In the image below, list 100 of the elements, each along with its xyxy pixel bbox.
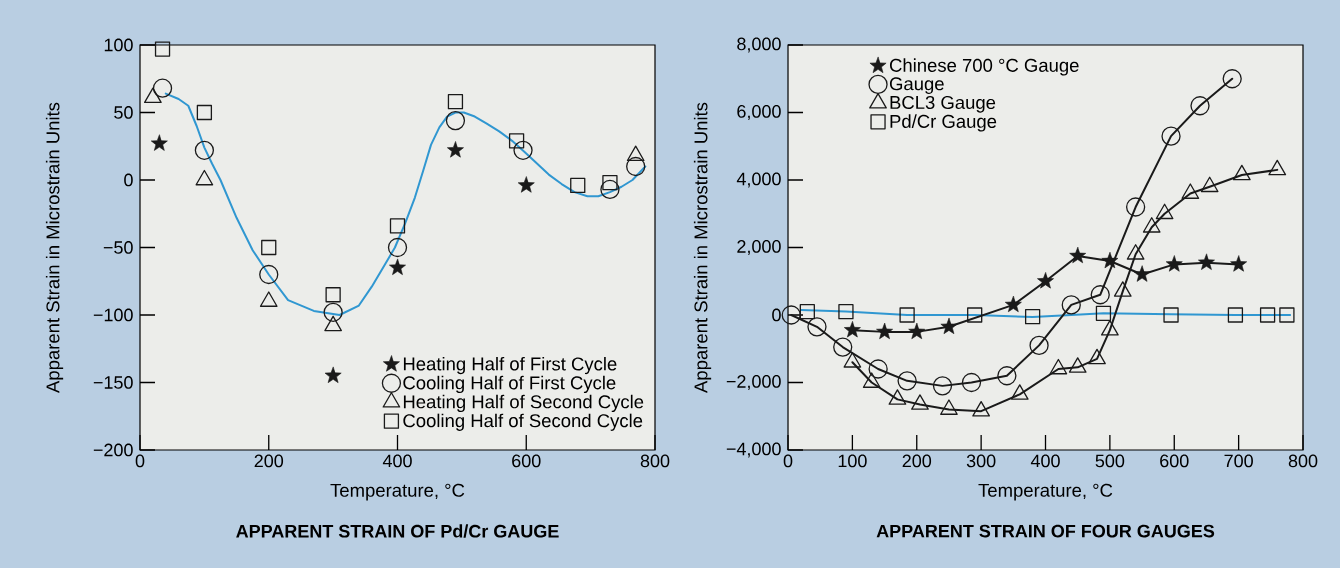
point: [876, 323, 893, 340]
point: [1010, 384, 1029, 400]
point: [1037, 272, 1054, 289]
y-tick-label: 8,000: [737, 37, 781, 53]
x-tick-label: 200: [254, 454, 284, 468]
y-tick-label: −100: [93, 308, 133, 322]
point: [626, 145, 645, 162]
point: [1190, 96, 1210, 116]
point: [152, 78, 173, 98]
point: [323, 302, 343, 322]
point: [911, 394, 929, 410]
point: [799, 303, 815, 320]
point: [961, 372, 982, 393]
point: [862, 372, 881, 388]
point: [1161, 126, 1181, 146]
y-tick-label: 2,000: [737, 240, 781, 255]
y-tick-label: −200: [93, 443, 133, 457]
point: [888, 389, 907, 405]
legend-label: BCL3 Gauge: [890, 95, 996, 113]
point: [259, 264, 279, 285]
point: [600, 179, 620, 200]
point: [1259, 307, 1276, 323]
x-axis-title: Temperature, °C: [330, 483, 465, 501]
line-series: [164, 92, 647, 316]
point: [781, 305, 801, 325]
y-tick-label: 4,000: [736, 172, 781, 188]
point: [1163, 307, 1179, 323]
point: [261, 239, 277, 256]
point: [1069, 247, 1087, 264]
x-tick-label: 600: [512, 454, 541, 468]
point: [1142, 217, 1161, 233]
point: [513, 140, 533, 160]
point: [1227, 307, 1244, 323]
point: [517, 176, 535, 193]
x-tick-label: 400: [1030, 454, 1060, 468]
y-axis-title: Apparent Strain in Microstrain Units: [693, 102, 712, 393]
point: [1181, 183, 1200, 199]
point: [1232, 164, 1251, 181]
point: [1126, 244, 1145, 260]
point: [833, 337, 853, 357]
point: [844, 321, 861, 338]
point: [1088, 348, 1106, 365]
point: [997, 366, 1017, 386]
point: [1095, 305, 1112, 321]
point: [1049, 358, 1068, 375]
point: [1090, 285, 1110, 305]
x-tick-label: 200: [902, 454, 932, 468]
x-tick-label: 800: [1288, 454, 1318, 468]
y-tick-label: −4,000: [726, 442, 781, 458]
x-tick-label: 0: [783, 454, 793, 468]
point: [838, 303, 854, 320]
x-tick-label: 600: [1160, 454, 1189, 468]
point: [1198, 253, 1215, 270]
line-series: [799, 308, 1292, 319]
legend-label: Gauge: [889, 77, 944, 94]
y-tick-label: 0: [124, 173, 133, 187]
point: [196, 104, 213, 121]
point: [1004, 296, 1022, 313]
x-tick-label: 300: [966, 454, 996, 468]
point: [1061, 295, 1081, 315]
x-tick-label: 0: [135, 454, 145, 468]
point: [1200, 176, 1219, 193]
point: [940, 318, 958, 334]
point: [1068, 357, 1087, 373]
point: [445, 110, 466, 131]
point: [1029, 335, 1049, 356]
legend-label: Chinese 700 °C Gauge: [889, 58, 1079, 76]
point: [325, 287, 341, 303]
point: [940, 399, 958, 415]
text: APPARENT STRAIN OF FOUR GAUGES: [876, 524, 1215, 538]
point: [1101, 320, 1119, 336]
x-axis-title: Temperature, °C: [978, 483, 1113, 501]
point: [259, 291, 278, 307]
point: [807, 317, 827, 337]
point: [1125, 197, 1146, 217]
point: [1101, 252, 1119, 269]
point: [389, 258, 406, 275]
legend-label: Pd/Cr Gauge: [890, 114, 997, 132]
x-tick-label: 700: [1224, 454, 1253, 468]
y-axis-title: Apparent Strain in Microstrain Units: [45, 102, 64, 393]
point: [1222, 69, 1242, 89]
text: APPARENT STRAIN OF Pd/Cr GAUGE: [236, 524, 559, 538]
point: [154, 41, 171, 57]
point: [508, 133, 525, 149]
point: [843, 352, 862, 368]
legend-label: Heating Half of Second Cycle: [403, 394, 644, 413]
x-tick-label: 400: [382, 454, 412, 468]
point: [899, 307, 915, 323]
point: [602, 175, 618, 191]
point: [387, 237, 408, 258]
point: [897, 371, 917, 391]
point: [570, 177, 586, 194]
point: [1024, 309, 1041, 325]
legend-label: Cooling Half of First Cycle: [403, 375, 616, 394]
point: [324, 315, 343, 332]
legend-label: Heating Half of First Cycle: [403, 356, 617, 375]
point: [1113, 281, 1132, 297]
point: [868, 359, 888, 379]
point: [972, 401, 991, 417]
point: [447, 94, 464, 110]
